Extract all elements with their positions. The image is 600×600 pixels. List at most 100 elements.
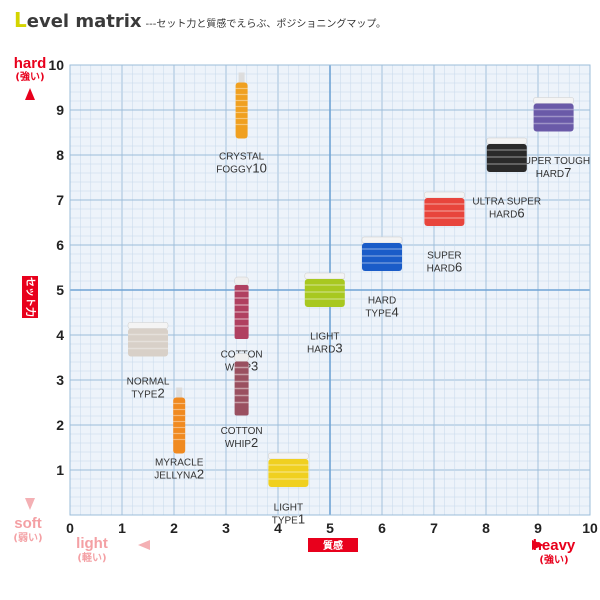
x-tick-label: 6 [378,520,386,536]
product-jar-lid [533,97,574,104]
product-label-line2: HARD6 [489,206,525,221]
product-label-line1: SUPER [427,251,461,262]
product-label-number: 6 [517,206,524,221]
page-title: Level matrix ---セット力と質感でえらぶ、ポジショニングマップ。 [14,8,386,38]
product-label-line2: HARD7 [536,165,572,180]
y-axis-arrow-head-up [25,88,35,100]
product-jar-lid [424,191,465,199]
product-label-number: 2 [157,386,164,401]
y-tick-label: 6 [56,237,64,253]
y-axis-title-box [22,276,38,318]
y-axis-bottom-sub: (弱い) [13,532,42,544]
product-label-number: 10 [252,161,266,176]
product-jar-lid [304,272,346,280]
title-rest: evel matrix [26,11,142,32]
product-label-line2: FOGGY10 [216,161,267,176]
x-tick-label: 10 [582,520,598,536]
product-label-line1: NORMAL [127,377,170,388]
y-tick-label: 5 [56,282,64,298]
subtitle: ---セット力と質感でえらぶ、ポジショニングマップ。 [145,19,387,30]
product-label-number: 2 [251,435,258,450]
product-label-line1: HARD [368,296,396,307]
x-axis-left-sub: (軽い) [77,551,106,564]
product-jar-marker [362,243,402,271]
product-can-cap [234,276,249,286]
x-axis-right-word: heavy [533,537,576,554]
product-bottle-marker [173,397,186,454]
title-first-letter: L [14,8,27,32]
product-jar-marker [424,198,465,226]
product-label-line1: LIGHT [310,332,339,343]
title: Level matrix [14,8,142,32]
x-axis-arrow-head-left [138,540,150,550]
y-tick-label: 7 [56,192,64,208]
y-tick-label: 3 [56,372,64,388]
product-can-cap [234,353,249,362]
product-label-number: 6 [455,260,462,275]
product-label-number: 3 [251,359,258,374]
x-tick-label: 1 [118,520,126,536]
product-label-number: 1 [298,512,305,527]
y-tick-label: 10 [48,57,64,73]
product-jar-lid [361,236,403,244]
product-jar-lid [127,322,169,329]
axis-ticks: 0 1 2 3 4 5 6 7 8 9 10 1 2 3 4 5 6 7 8 9 10 [48,57,598,536]
y-axis-top-sub: (強い) [15,70,44,83]
product-label-line1: CRYSTAL [219,152,265,163]
x-axis-left-word: light [76,535,108,552]
y-tick-label: 1 [56,462,64,478]
x-tick-label: 9 [534,520,542,536]
x-tick-label: 3 [222,520,230,536]
product-label-line2: JELLYNA2 [154,467,204,482]
product-bottle-cap [176,387,183,398]
y-tick-label: 4 [56,327,64,343]
product-label-line2: TYPE2 [131,386,164,401]
product-label-line2: TYPE4 [365,305,398,320]
product-label-line2: WHIP2 [225,435,258,450]
product-jar-lid [486,137,528,145]
y-tick-label: 2 [56,417,64,433]
y-axis-bottom-word: soft [14,515,42,532]
x-tick-label: 4 [274,520,282,536]
product-can-marker [234,285,249,339]
product-label-line2: HARD3 [307,341,343,356]
x-tick-label: 7 [430,520,438,536]
product-can-marker [234,361,249,416]
product-bottle-cap [238,72,245,83]
product-label-number: 7 [564,165,571,180]
product-label-number: 2 [197,467,204,482]
x-tick-label: 2 [170,520,178,536]
product-label-number: 4 [391,305,398,320]
product-label-line1: SUPER TOUGH [517,156,590,167]
product-label-line2: TYPE1 [272,512,305,527]
y-tick-label: 8 [56,147,64,163]
product-label-line1: LIGHT [274,503,303,514]
x-axis-title: 質感 [323,539,343,552]
product-jar-marker [128,328,168,357]
product-label-line1: ULTRA SUPER [472,197,541,208]
plot-border [69,64,591,516]
y-axis-title: セット力 [24,277,37,317]
x-tick-label: 8 [482,520,490,536]
y-axis-top-word: hard [14,55,47,72]
y-tick-label: 9 [56,102,64,118]
x-tick-label: 0 [66,520,74,536]
product-label-line1: MYRACLE [155,458,204,469]
product-label-number: 3 [335,341,342,356]
product-jar-marker [304,279,345,307]
axis-decorations: セット力 質感 hard (強い) soft (弱い) light (軽い) h… [13,55,575,566]
product-jar-marker [486,144,527,172]
product-label-line2: HARD6 [427,260,463,275]
x-tick-label: 5 [326,520,334,536]
